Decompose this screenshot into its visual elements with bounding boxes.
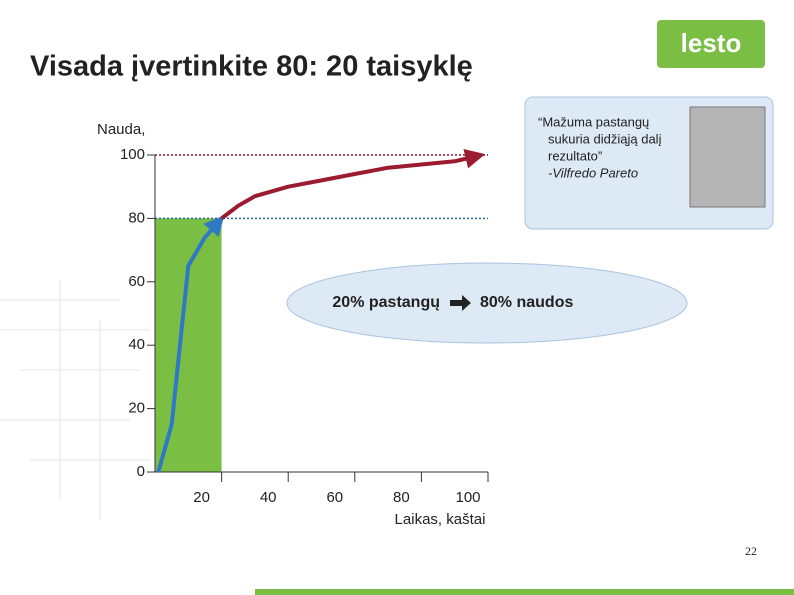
quote-line: sukuria didžiąją dalį <box>548 131 662 146</box>
callout <box>286 262 688 344</box>
x-tick-label: 80 <box>393 489 410 506</box>
y-tick-label: 40 <box>128 336 145 353</box>
quote-line: -Vilfredo Pareto <box>548 165 638 180</box>
callout-arrow <box>450 295 471 311</box>
chart: 0 20 40 60 80 100 20 40 60 80 100 <box>120 146 489 506</box>
portrait <box>689 106 766 208</box>
series-line <box>156 215 225 473</box>
callout-left: 20% pastangų <box>332 294 440 311</box>
quote-line: rezultato” <box>548 148 602 163</box>
y-tick-label: 0 <box>137 463 145 480</box>
x-tick-label: 20 <box>193 489 210 506</box>
quote-line: “Mažuma pastangų <box>538 114 649 129</box>
decoration <box>0 280 150 520</box>
quote: “Mažuma pastangų sukuria didžiąją dalį rez… <box>538 114 662 180</box>
footer-bar <box>255 589 794 595</box>
logo-box <box>657 20 765 68</box>
y-axis-label: Nauda, <box>97 121 145 138</box>
x-axis-label: Laikas, kaštai <box>395 511 486 528</box>
x-tick-label: 40 <box>260 489 277 506</box>
series-line <box>220 148 486 220</box>
x-tick-label: 60 <box>326 489 343 506</box>
y-tick-label: 100 <box>120 146 145 163</box>
callout-right: 80% naudos <box>480 294 573 311</box>
y-tick-label: 60 <box>128 273 145 290</box>
logo: lesto <box>681 28 742 58</box>
page-number: 22 <box>745 544 757 558</box>
highlight-area <box>155 218 222 472</box>
y-tick-label: 20 <box>128 400 145 417</box>
x-tick-label: 100 <box>455 489 480 506</box>
title: Visada įvertinkite 80: 20 taisyklę <box>30 51 473 83</box>
y-tick-label: 80 <box>128 209 145 226</box>
